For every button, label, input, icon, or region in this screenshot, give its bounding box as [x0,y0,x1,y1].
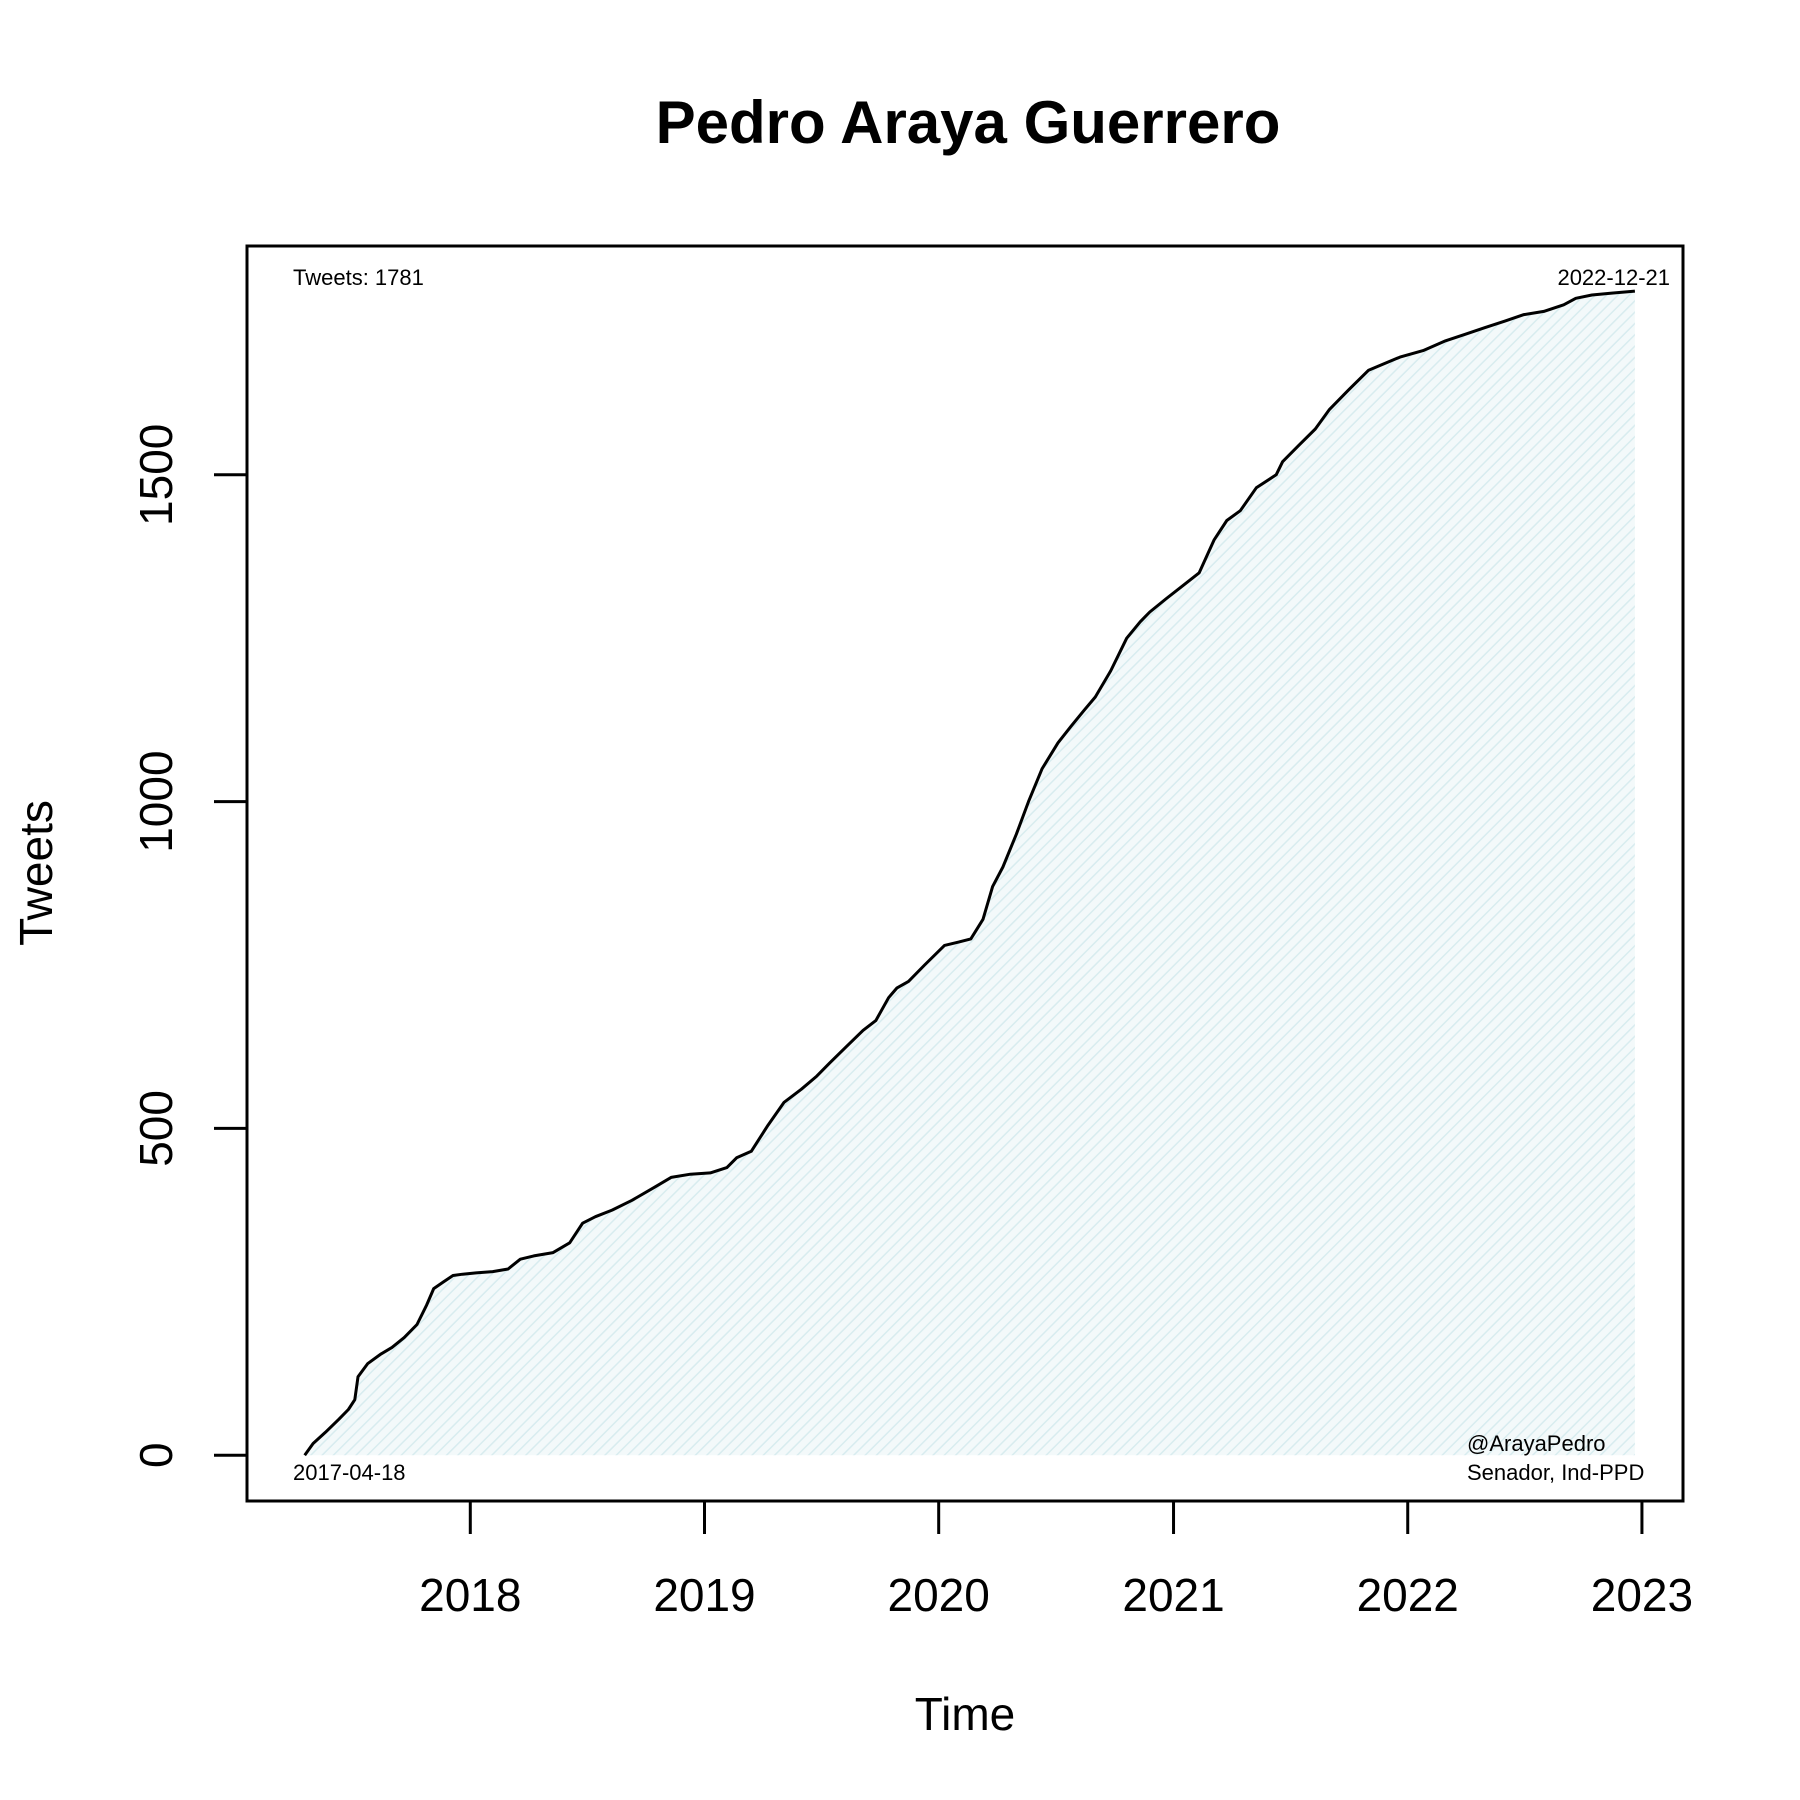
annotation-end-date: 2022-12-21 [1557,265,1670,290]
plot-frame [245,244,1685,1503]
annotation-start-date: 2017-04-18 [293,1460,406,1485]
y-tick-label-500: 500 [130,1090,182,1167]
annotation-role: Senador, Ind-PPD [1467,1460,1644,1485]
plot-area [245,244,1685,1503]
chart-title: Pedro Araya Guerrero [656,89,1281,156]
x-tick-label-2019: 2019 [653,1569,755,1621]
annotation-tweet-count: Tweets: 1781 [293,265,424,290]
x-tick-label-2020: 2020 [888,1569,990,1621]
annotation-handle: @ArayaPedro [1467,1431,1606,1456]
series-area-fill [304,291,1635,1456]
x-tick-label-2022: 2022 [1357,1569,1459,1621]
x-tick-label-2018: 2018 [419,1569,521,1621]
x-axis: 2018 2019 2020 2021 2022 2023 [419,1501,1693,1621]
y-axis-label: Tweets [10,800,62,946]
x-tick-label-2021: 2021 [1122,1569,1224,1621]
series-line [303,289,1636,1457]
x-tick-label-2023: 2023 [1591,1569,1693,1621]
x-axis-label: Time [915,1688,1016,1740]
y-tick-label-0: 0 [130,1442,182,1468]
y-tick-label-1000: 1000 [130,750,182,852]
y-axis: 0 500 1000 1500 [130,424,247,1468]
y-tick-label-1500: 1500 [130,424,182,526]
